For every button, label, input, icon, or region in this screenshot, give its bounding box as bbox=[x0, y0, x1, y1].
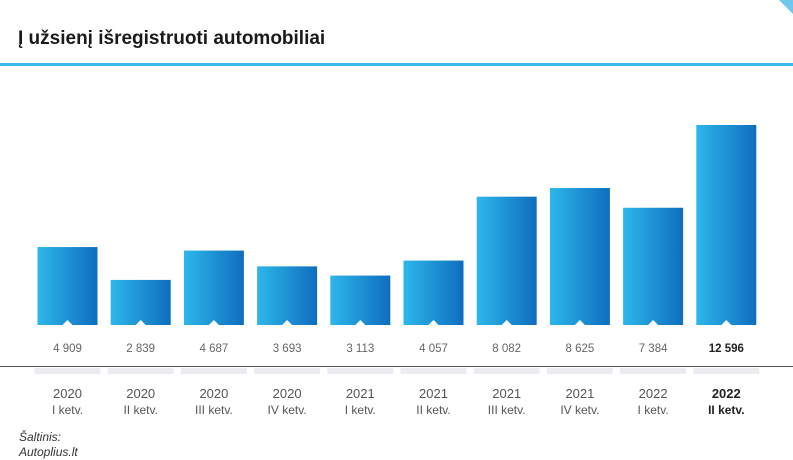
category-quarter-label: I ketv. bbox=[345, 403, 376, 417]
value-label: 7 384 bbox=[639, 343, 668, 355]
category-tab bbox=[180, 368, 247, 374]
bar-notch bbox=[282, 320, 293, 325]
category-tab bbox=[473, 368, 540, 374]
title-underline bbox=[0, 63, 793, 66]
category-year-label: 2021 bbox=[419, 386, 448, 401]
bar-2 bbox=[110, 279, 171, 325]
bar-notch bbox=[355, 320, 366, 325]
category-tab bbox=[107, 368, 174, 374]
category-year-label: 2020 bbox=[199, 386, 228, 401]
category-quarter-label: I ketv. bbox=[52, 403, 83, 417]
value-label: 3 113 bbox=[346, 343, 374, 355]
bar-notch bbox=[574, 320, 585, 325]
category-year-label: 2020 bbox=[53, 386, 82, 401]
category-tab bbox=[400, 368, 467, 374]
bar-chart: 4 909 2020 I ketv. 2 839 2020 II ketv. 4 687 20… bbox=[34, 125, 760, 417]
category-quarter-label: III ketv. bbox=[195, 403, 233, 417]
value-label: 3 693 bbox=[273, 343, 302, 355]
value-label: 8 625 bbox=[566, 343, 595, 355]
category-year-label: 2020 bbox=[273, 386, 302, 401]
bar-8 bbox=[549, 188, 610, 325]
source-label: Šaltinis: bbox=[19, 430, 62, 444]
value-label: 12 596 bbox=[709, 343, 744, 355]
category-tab bbox=[254, 368, 321, 374]
bar-5 bbox=[330, 275, 391, 325]
category-quarter-label: III ketv. bbox=[488, 403, 526, 417]
category-quarter-label: II ketv. bbox=[708, 403, 744, 417]
bar-notch bbox=[648, 320, 659, 325]
chart-title: Į užsienį išregistruoti automobiliai bbox=[18, 28, 326, 49]
category-year-label: 2022 bbox=[639, 386, 668, 401]
axis-separator bbox=[0, 366, 793, 367]
category-year-label: 2021 bbox=[346, 386, 375, 401]
bar-4 bbox=[257, 266, 318, 325]
bar-9 bbox=[623, 207, 684, 325]
category-tab bbox=[546, 368, 613, 374]
value-label: 8 082 bbox=[492, 343, 521, 355]
category-tab bbox=[620, 368, 687, 374]
category-quarter-label: I ketv. bbox=[638, 403, 669, 417]
bar-notch bbox=[135, 320, 146, 325]
bar-notch bbox=[208, 320, 219, 325]
category-year-label: 2020 bbox=[126, 386, 155, 401]
bar-1 bbox=[37, 247, 98, 325]
bar-7 bbox=[476, 196, 537, 325]
bar-6 bbox=[403, 260, 464, 325]
category-year-label: 2021 bbox=[492, 386, 521, 401]
value-label: 2 839 bbox=[126, 343, 155, 355]
bar-10 bbox=[696, 125, 757, 325]
bar-notch bbox=[62, 320, 73, 325]
category-year-label: 2022 bbox=[712, 386, 741, 401]
category-tab bbox=[327, 368, 394, 374]
value-label: 4 909 bbox=[53, 343, 82, 355]
source-name: Autoplius.lt bbox=[19, 445, 78, 459]
category-quarter-label: II ketv. bbox=[416, 403, 450, 417]
category-tab bbox=[34, 368, 101, 374]
category-quarter-label: II ketv. bbox=[123, 403, 157, 417]
category-tab bbox=[693, 368, 760, 374]
corner-decoration bbox=[779, 0, 793, 14]
bars-group: 4 909 2020 I ketv. 2 839 2020 II ketv. 4 687 20… bbox=[34, 125, 760, 417]
bar-notch bbox=[428, 320, 439, 325]
value-label: 4 057 bbox=[419, 343, 448, 355]
category-year-label: 2021 bbox=[565, 386, 594, 401]
category-quarter-label: IV ketv. bbox=[268, 403, 307, 417]
bar-notch bbox=[721, 320, 732, 325]
source-note: Šaltinis: Autoplius.lt bbox=[19, 430, 78, 460]
bar-notch bbox=[501, 320, 512, 325]
value-label: 4 687 bbox=[200, 343, 229, 355]
bar-3 bbox=[183, 250, 244, 325]
category-quarter-label: IV ketv. bbox=[560, 403, 599, 417]
